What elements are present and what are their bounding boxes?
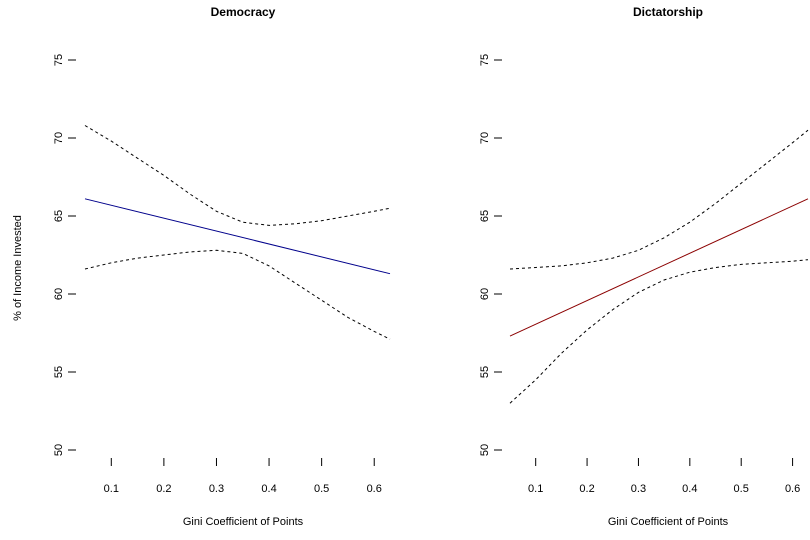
x-tick-label: 0.3 [209, 483, 224, 495]
x-tick-label: 0.2 [156, 483, 171, 495]
x-tick-label: 0.6 [367, 483, 382, 495]
upper-ci-line [509, 129, 809, 270]
fitted-line [84, 198, 391, 275]
y-tick-label: 75 [479, 54, 491, 66]
y-tick-label: 50 [479, 444, 491, 456]
x-tick-label: 0.2 [579, 483, 594, 495]
y-tick-label: 55 [479, 366, 491, 378]
x-tick-label: 0.4 [682, 483, 697, 495]
chart-title: Democracy [211, 5, 276, 19]
y-tick-label: 75 [53, 54, 65, 66]
y-tick-label: 50 [53, 444, 65, 456]
x-axis-label: Gini Coefficient of Points [183, 516, 304, 528]
y-tick-label: 60 [53, 288, 65, 300]
panel-dictatorship: Dictatorship Gini Coefficient of Points … [479, 5, 809, 528]
y-tick-label: 55 [53, 366, 65, 378]
y-tick-label: 70 [53, 132, 65, 144]
y-tick-label: 65 [53, 210, 65, 222]
x-tick-label: 0.5 [734, 483, 749, 495]
lower-ci-line [509, 259, 809, 404]
x-tick-label: 0.1 [528, 483, 543, 495]
y-tick-label: 60 [479, 288, 491, 300]
fitted-line [509, 198, 809, 337]
lower-ci-line [84, 249, 391, 340]
x-tick-label: 0.3 [631, 483, 646, 495]
y-tick-label: 70 [479, 132, 491, 144]
x-axis-label: Gini Coefficient of Points [608, 516, 729, 528]
y-tick-label: 65 [479, 210, 491, 222]
chart-title: Dictatorship [633, 5, 703, 19]
x-tick-label: 0.5 [314, 483, 329, 495]
panel-democracy: Democracy % of Income Invested Gini Coef… [12, 5, 391, 528]
x-tick-label: 0.6 [785, 483, 800, 495]
upper-ci-line [84, 125, 391, 226]
y-axis-label: % of Income Invested [12, 215, 24, 321]
x-tick-label: 0.4 [261, 483, 276, 495]
x-tick-label: 0.1 [104, 483, 119, 495]
